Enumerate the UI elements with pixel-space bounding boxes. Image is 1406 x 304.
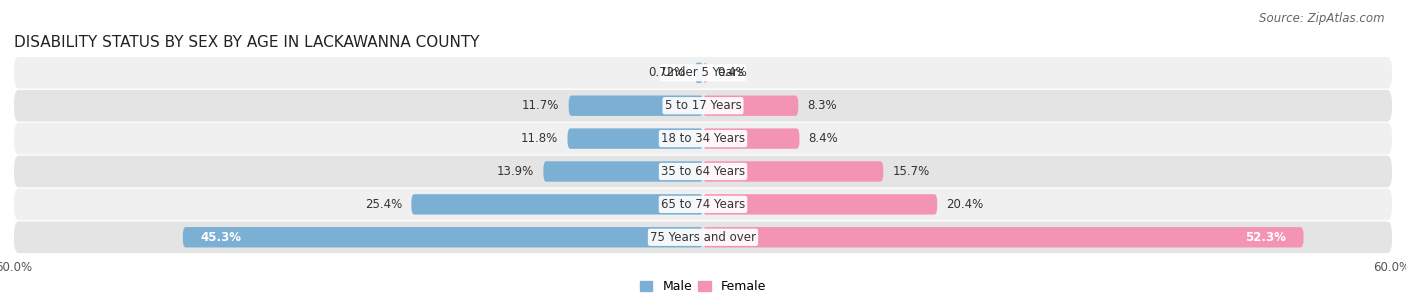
- Text: 0.72%: 0.72%: [648, 66, 686, 79]
- Text: 8.3%: 8.3%: [807, 99, 837, 112]
- FancyBboxPatch shape: [412, 194, 703, 215]
- Text: 11.8%: 11.8%: [522, 132, 558, 145]
- FancyBboxPatch shape: [703, 194, 938, 215]
- Text: 25.4%: 25.4%: [366, 198, 402, 211]
- Text: 11.7%: 11.7%: [522, 99, 560, 112]
- Text: 8.4%: 8.4%: [808, 132, 838, 145]
- FancyBboxPatch shape: [14, 188, 1392, 220]
- Text: 35 to 64 Years: 35 to 64 Years: [661, 165, 745, 178]
- FancyBboxPatch shape: [703, 95, 799, 116]
- FancyBboxPatch shape: [183, 227, 703, 247]
- Text: 15.7%: 15.7%: [893, 165, 929, 178]
- Text: 65 to 74 Years: 65 to 74 Years: [661, 198, 745, 211]
- Text: 0.4%: 0.4%: [717, 66, 747, 79]
- Text: 75 Years and over: 75 Years and over: [650, 231, 756, 244]
- FancyBboxPatch shape: [695, 63, 703, 83]
- FancyBboxPatch shape: [703, 63, 707, 83]
- FancyBboxPatch shape: [14, 90, 1392, 122]
- Text: Under 5 Years: Under 5 Years: [662, 66, 744, 79]
- Text: 13.9%: 13.9%: [496, 165, 534, 178]
- FancyBboxPatch shape: [703, 128, 800, 149]
- Text: 52.3%: 52.3%: [1246, 231, 1286, 244]
- Text: 20.4%: 20.4%: [946, 198, 984, 211]
- FancyBboxPatch shape: [568, 128, 703, 149]
- FancyBboxPatch shape: [14, 222, 1392, 253]
- FancyBboxPatch shape: [568, 95, 703, 116]
- FancyBboxPatch shape: [543, 161, 703, 182]
- FancyBboxPatch shape: [14, 57, 1392, 88]
- FancyBboxPatch shape: [14, 123, 1392, 154]
- FancyBboxPatch shape: [703, 161, 883, 182]
- FancyBboxPatch shape: [14, 156, 1392, 187]
- Text: 5 to 17 Years: 5 to 17 Years: [665, 99, 741, 112]
- Text: DISABILITY STATUS BY SEX BY AGE IN LACKAWANNA COUNTY: DISABILITY STATUS BY SEX BY AGE IN LACKA…: [14, 35, 479, 50]
- Text: 18 to 34 Years: 18 to 34 Years: [661, 132, 745, 145]
- Text: 45.3%: 45.3%: [200, 231, 240, 244]
- Legend: Male, Female: Male, Female: [640, 280, 766, 293]
- FancyBboxPatch shape: [703, 227, 1303, 247]
- Text: Source: ZipAtlas.com: Source: ZipAtlas.com: [1260, 12, 1385, 25]
